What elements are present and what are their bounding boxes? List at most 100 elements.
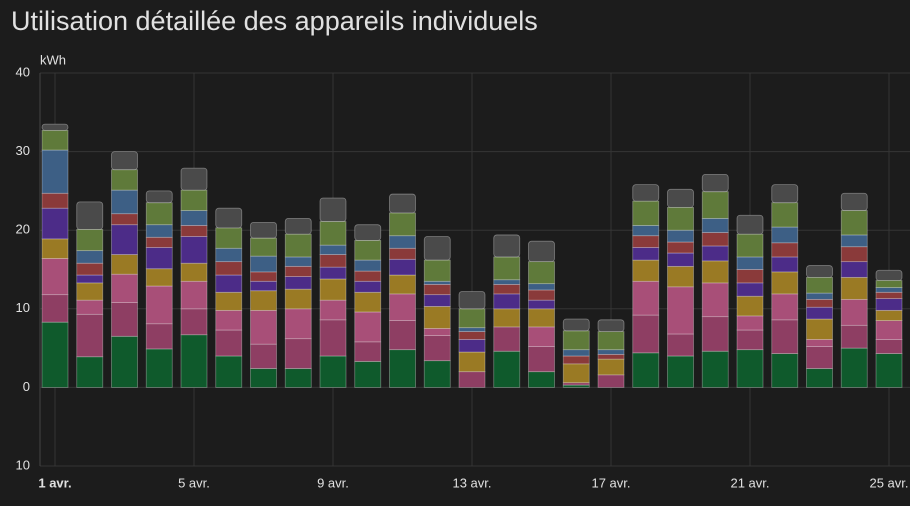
bar-segment: [701, 260, 729, 284]
bar-segment: [458, 371, 486, 388]
bar-segment: [389, 193, 416, 214]
bar-segment: [180, 167, 208, 191]
bar-segment: [806, 368, 833, 388]
bar-segment: [111, 169, 138, 191]
bar-segment: [180, 334, 208, 388]
bar-segment: [250, 343, 277, 369]
bar-segment: [145, 190, 173, 204]
bar-segment: [806, 346, 833, 369]
bar-segment: [111, 189, 138, 215]
bar-segment: [528, 299, 555, 310]
bar-segment: [76, 250, 104, 264]
bar-segment: [667, 229, 694, 243]
bar-segment: [736, 269, 764, 284]
bar-segment: [667, 286, 694, 335]
bar-segment: [111, 302, 138, 337]
bar-segment: [667, 241, 694, 254]
bar-segment: [284, 368, 312, 388]
bar-segment: [840, 298, 868, 326]
bar-segment: [493, 350, 521, 388]
bar-segment: [771, 319, 799, 355]
bar-segment: [736, 256, 764, 270]
bar-segment: [493, 279, 521, 285]
bar-segment: [111, 335, 138, 388]
bar-segment: [319, 254, 347, 268]
bar-segment: [319, 244, 347, 255]
bar-segment: [389, 293, 416, 321]
x-tick-label: 5 avr.: [178, 475, 210, 490]
bar-segment: [180, 210, 208, 226]
bar-segment: [145, 323, 173, 350]
bar-segment: [41, 192, 69, 209]
bar-segment: [875, 309, 903, 321]
bar-segment: [597, 374, 625, 388]
bar-segment: [458, 351, 486, 373]
bar-segment: [632, 200, 660, 226]
bar-segment: [667, 188, 694, 208]
bar-segment: [875, 339, 903, 355]
bar-segment: [354, 280, 382, 293]
bar-segment: [111, 224, 138, 255]
bar-segment: [528, 289, 555, 301]
bar-segment: [736, 214, 764, 235]
bar-segment: [493, 326, 521, 352]
x-tick-label: 25 avr.: [869, 475, 908, 490]
bar-segment: [458, 291, 486, 310]
bar-segment: [632, 314, 660, 354]
bar-segment: [319, 197, 347, 222]
bar-segment: [632, 235, 660, 248]
bar-segment: [76, 356, 104, 388]
bar-segment: [180, 262, 208, 282]
bar-segment: [597, 349, 625, 355]
bar-segment: [319, 278, 347, 301]
bar-segment: [319, 355, 347, 388]
bar-segment: [250, 280, 277, 292]
bar-segment: [701, 316, 729, 352]
bar-segment: [562, 318, 590, 332]
bar-segment: [284, 218, 312, 235]
bar-segment: [632, 225, 660, 237]
bar-segment: [180, 280, 208, 310]
bar-segment: [76, 201, 104, 230]
bar-segment: [423, 328, 451, 336]
x-tick-label: 17 avr.: [591, 475, 630, 490]
bar-segment: [875, 269, 903, 281]
bar-segment: [250, 290, 277, 311]
bar-segment: [180, 225, 208, 237]
bar-segment: [771, 353, 799, 388]
bar-segment: [76, 313, 104, 358]
bar-segment: [840, 234, 868, 248]
bar-segment: [493, 284, 521, 295]
bar-segment: [771, 226, 799, 244]
bar-segment: [354, 311, 382, 343]
bar-segment: [597, 353, 625, 360]
bar-segment: [806, 276, 833, 294]
bar-segment: [632, 280, 660, 316]
bar-segment: [736, 349, 764, 388]
bar-segment: [736, 329, 764, 351]
bar-segment: [41, 123, 69, 131]
bar-segment: [806, 339, 833, 347]
bar-segment: [284, 233, 312, 258]
bar-segment: [632, 247, 660, 261]
bar-segment: [423, 280, 451, 285]
bar-segment: [528, 346, 555, 373]
bar-segment: [423, 294, 451, 307]
bar-segment: [736, 282, 764, 297]
bar-segment: [840, 246, 868, 263]
bar-segment: [701, 350, 729, 388]
bar-segment: [528, 261, 555, 285]
x-tick-label: 13 avr.: [452, 475, 491, 490]
bar-segment: [41, 207, 69, 240]
bar-segment: [528, 371, 555, 388]
bar-segment: [667, 252, 694, 267]
bar-segment: [111, 151, 138, 171]
bar-segment: [354, 224, 382, 241]
bar-segment: [562, 330, 590, 351]
bar-segment: [250, 271, 277, 282]
bar-segment: [215, 227, 243, 249]
bar-segment: [284, 265, 312, 277]
bar-segment: [215, 247, 243, 263]
